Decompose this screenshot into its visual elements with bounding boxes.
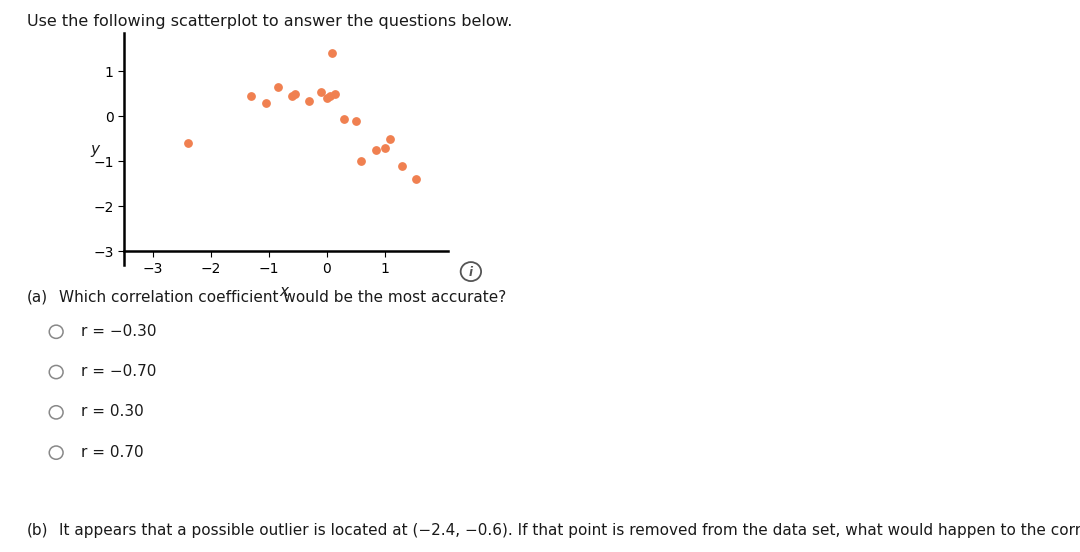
Text: Use the following scatterplot to answer the questions below.: Use the following scatterplot to answer … [27, 14, 512, 29]
Text: y: y [91, 141, 99, 157]
Point [321, 92, 338, 100]
Text: r = 0.70: r = 0.70 [81, 444, 144, 460]
Point [327, 89, 345, 98]
Text: r = −0.30: r = −0.30 [81, 323, 157, 339]
Text: i: i [469, 266, 473, 279]
Text: It appears that a possible outlier is located at (−2.4, −0.6). If that point is : It appears that a possible outlier is lo… [59, 523, 1080, 538]
Point [257, 98, 274, 107]
Text: (b): (b) [27, 523, 49, 538]
Point [312, 87, 329, 96]
Text: r = −0.70: r = −0.70 [81, 364, 157, 379]
Point [381, 135, 399, 144]
Point [179, 139, 197, 148]
Text: x: x [280, 284, 288, 299]
Text: r = 0.30: r = 0.30 [81, 404, 144, 420]
Point [269, 83, 286, 92]
Text: Which correlation coefficient would be the most accurate?: Which correlation coefficient would be t… [59, 290, 507, 305]
Point [353, 157, 370, 166]
Point [347, 116, 364, 125]
Point [243, 92, 260, 100]
Point [300, 96, 318, 105]
Point [408, 175, 426, 184]
Point [393, 162, 410, 171]
Point [376, 144, 393, 152]
Point [336, 114, 353, 123]
Point [283, 92, 300, 100]
Point [286, 89, 303, 98]
Point [318, 94, 335, 103]
Text: (a): (a) [27, 290, 49, 305]
Point [324, 49, 341, 58]
Point [367, 146, 384, 155]
